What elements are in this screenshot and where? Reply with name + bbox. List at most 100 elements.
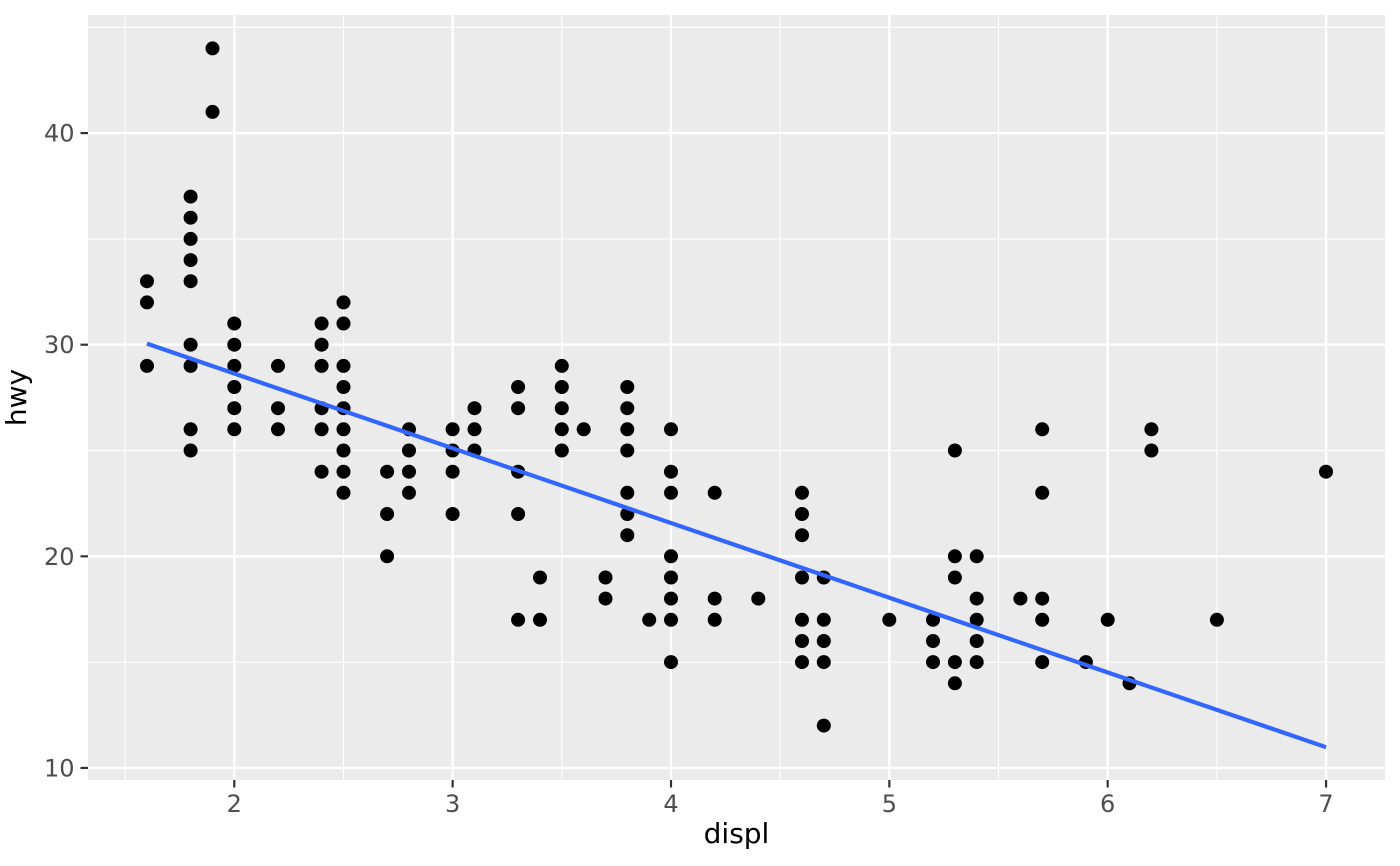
- scatter-point: [664, 655, 678, 670]
- scatter-point: [467, 401, 482, 416]
- scatter-point: [969, 612, 984, 627]
- scatter-point: [314, 316, 329, 331]
- x-tick-label: 7: [1318, 790, 1333, 818]
- scatter-point: [380, 464, 395, 479]
- scatter-point: [554, 401, 569, 416]
- scatter-point: [707, 591, 722, 606]
- scatter-point: [402, 464, 416, 479]
- scatter-point: [402, 443, 416, 458]
- scatter-point: [511, 401, 526, 416]
- scatter-point: [336, 380, 351, 394]
- scatter-point: [947, 676, 962, 691]
- scatter-point: [816, 612, 831, 627]
- scatter-point: [554, 358, 569, 373]
- scatter-point: [227, 380, 242, 394]
- scatter-point: [554, 422, 569, 437]
- scatter-point: [1035, 655, 1050, 670]
- scatter-point: [1035, 612, 1050, 627]
- scatter-point: [1100, 612, 1115, 627]
- x-tick-label: 6: [1100, 790, 1115, 818]
- scatter-point: [140, 295, 154, 310]
- scatter-point: [620, 485, 635, 500]
- y-tick-label: 20: [44, 543, 75, 571]
- scatter-point: [795, 570, 809, 585]
- scatter-point: [620, 380, 635, 394]
- x-tick-label: 5: [882, 790, 897, 818]
- scatter-point: [183, 443, 198, 458]
- scatter-point: [205, 104, 220, 119]
- scatter-point: [816, 718, 831, 733]
- scatter-point: [947, 549, 962, 564]
- x-tick-label: 2: [227, 790, 242, 818]
- scatter-point: [1035, 591, 1050, 606]
- scatter-point: [1144, 422, 1159, 437]
- scatter-point: [227, 358, 242, 373]
- scatter-point: [1013, 591, 1028, 606]
- scatter-point: [1035, 485, 1050, 500]
- scatter-point: [664, 570, 678, 585]
- scatter-point: [664, 422, 678, 437]
- x-tick-label: 4: [663, 790, 678, 818]
- scatter-point: [140, 274, 154, 289]
- scatter-point: [707, 612, 722, 627]
- scatter-point: [554, 443, 569, 458]
- scatter-point: [445, 464, 460, 479]
- scatter-point: [816, 634, 831, 648]
- scatter-point: [336, 443, 351, 458]
- scatter-point: [183, 358, 198, 373]
- scatter-point: [445, 507, 460, 521]
- scatter-point: [183, 274, 198, 289]
- scatter-point: [336, 295, 351, 310]
- scatter-point: [642, 612, 657, 627]
- scatter-point: [795, 634, 809, 648]
- scatter-point: [140, 358, 154, 373]
- scatter-point: [664, 612, 678, 627]
- scatter-point: [314, 337, 329, 352]
- scatter-point: [795, 655, 809, 670]
- scatter-point: [227, 337, 242, 352]
- axis-ticks-layer: [80, 131, 1328, 788]
- scatter-point: [664, 549, 678, 564]
- axis-tick-labels-layer: 2 3 4 5 6 7 10 20 30 40: [44, 120, 1334, 818]
- x-tick-label: 3: [445, 790, 460, 818]
- scatter-point: [336, 422, 351, 437]
- scatter-point: [227, 422, 242, 437]
- scatter-point: [445, 422, 460, 437]
- scatter-point: [926, 655, 940, 670]
- y-tick-label: 10: [44, 754, 75, 782]
- scatter-point: [533, 612, 547, 627]
- major-gridlines: [88, 15, 1385, 780]
- scatter-point: [795, 612, 809, 627]
- scatter-point: [183, 189, 198, 204]
- scatter-point: [467, 422, 482, 437]
- scatter-point: [271, 358, 285, 373]
- scatter-point: [751, 591, 766, 606]
- scatter-point: [598, 570, 613, 585]
- scatter-point: [620, 401, 635, 416]
- trend-line: [146, 341, 1327, 750]
- scatter-point: [1209, 612, 1224, 627]
- scatter-point: [926, 634, 940, 648]
- scatter-point: [380, 549, 395, 564]
- scatter-point: [969, 549, 984, 564]
- minor-gridlines: [88, 15, 1385, 780]
- scatter-point: [664, 485, 678, 500]
- scatter-point: [183, 422, 198, 437]
- scatter-point: [707, 485, 722, 500]
- scatter-point: [183, 253, 198, 268]
- scatter-points-layer: [140, 41, 1333, 733]
- scatter-point: [533, 570, 547, 585]
- scatter-point: [271, 422, 285, 437]
- scatter-point: [336, 316, 351, 331]
- scatter-point: [227, 401, 242, 416]
- y-axis-title: hwy: [0, 369, 33, 426]
- scatter-point: [664, 464, 678, 479]
- scatter-point: [969, 591, 984, 606]
- y-tick-label: 30: [44, 331, 75, 359]
- scatter-point: [183, 337, 198, 352]
- scatter-point: [183, 210, 198, 225]
- scatter-point: [271, 401, 285, 416]
- scatter-point: [947, 570, 962, 585]
